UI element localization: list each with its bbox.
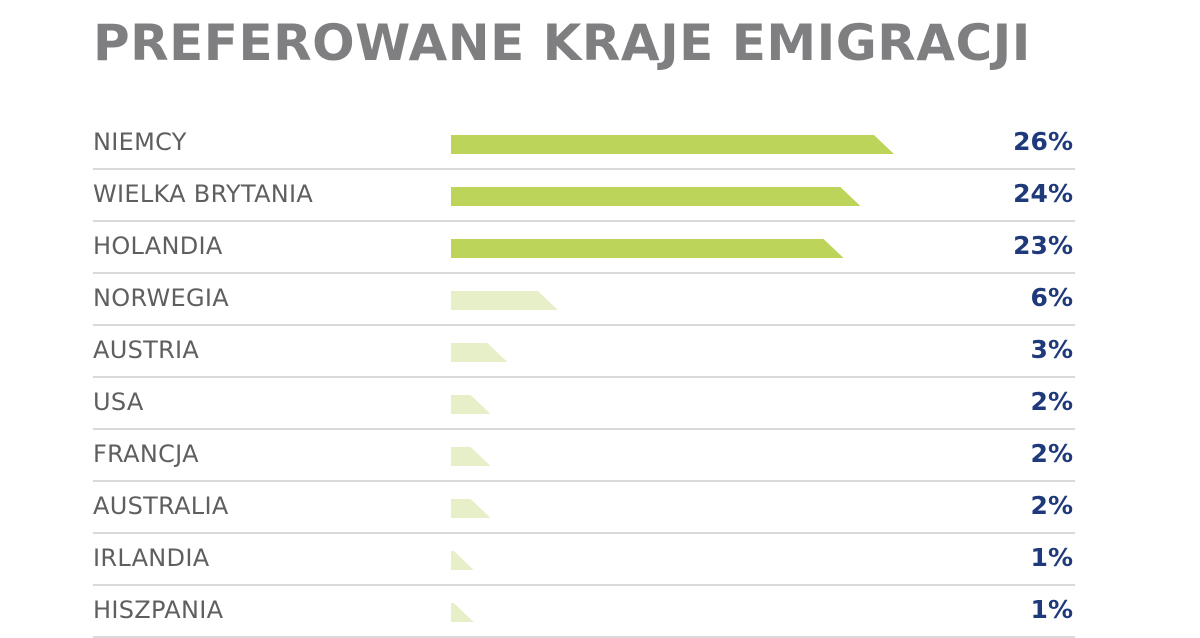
category-label: HISZPANIA bbox=[93, 596, 224, 624]
bar-row: FRANCJA 2% bbox=[93, 430, 1075, 482]
bar bbox=[451, 603, 474, 622]
value-label: 26% bbox=[1013, 127, 1073, 156]
chart-title: PREFEROWANE KRAJE EMIGRACJI bbox=[93, 14, 1031, 72]
category-label: NORWEGIA bbox=[93, 284, 229, 312]
bar-row: IRLANDIA 1% bbox=[93, 534, 1075, 586]
bar-row: USA 2% bbox=[93, 378, 1075, 430]
value-label: 1% bbox=[1030, 543, 1073, 572]
bar-row: NIEMCY 26% bbox=[93, 118, 1075, 170]
bar bbox=[451, 499, 491, 518]
bar-row: WIELKA BRYTANIA 24% bbox=[93, 170, 1075, 222]
bar bbox=[451, 447, 491, 466]
bar bbox=[451, 551, 474, 570]
category-label: WIELKA BRYTANIA bbox=[93, 180, 314, 208]
category-label: AUSTRIA bbox=[93, 336, 200, 364]
bar bbox=[451, 343, 507, 362]
category-label: HOLANDIA bbox=[93, 232, 223, 260]
category-label: USA bbox=[93, 388, 144, 416]
bar bbox=[451, 187, 860, 206]
bar bbox=[451, 395, 491, 414]
category-label: NIEMCY bbox=[93, 128, 187, 156]
value-label: 2% bbox=[1030, 439, 1073, 468]
bar-row: AUSTRALIA 2% bbox=[93, 482, 1075, 534]
category-label: AUSTRALIA bbox=[93, 492, 229, 520]
bar bbox=[451, 291, 558, 310]
value-label: 2% bbox=[1030, 491, 1073, 520]
value-label: 23% bbox=[1013, 231, 1073, 260]
value-label: 1% bbox=[1030, 595, 1073, 624]
bar-row: HISZPANIA 1% bbox=[93, 586, 1075, 638]
category-label: IRLANDIA bbox=[93, 544, 210, 572]
bar-row: HOLANDIA 23% bbox=[93, 222, 1075, 274]
bar bbox=[451, 239, 844, 258]
value-label: 3% bbox=[1030, 335, 1073, 364]
value-label: 2% bbox=[1030, 387, 1073, 416]
bar bbox=[451, 135, 894, 154]
category-label: FRANCJA bbox=[93, 440, 199, 468]
bar-chart: NIEMCY 26% WIELKA BRYTANIA 24% HOLANDIA 23% NO… bbox=[93, 118, 1075, 638]
bar-row: AUSTRIA 3% bbox=[93, 326, 1075, 378]
bar-row: NORWEGIA 6% bbox=[93, 274, 1075, 326]
value-label: 6% bbox=[1030, 283, 1073, 312]
value-label: 24% bbox=[1013, 179, 1073, 208]
